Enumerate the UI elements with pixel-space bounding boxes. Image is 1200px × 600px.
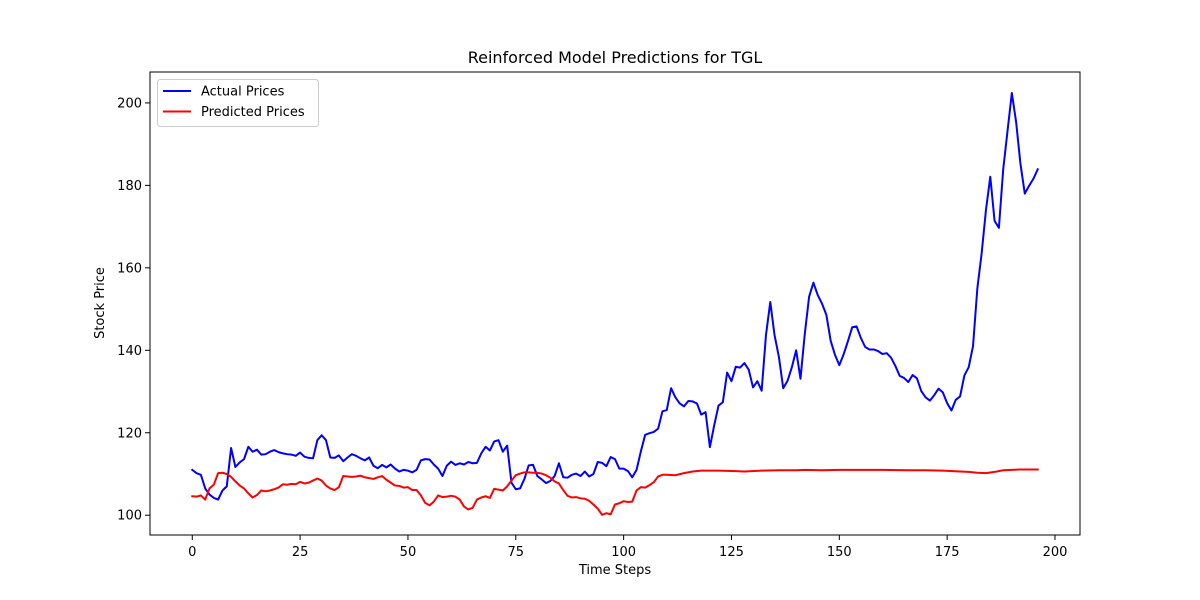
x-tick-label: 0 <box>188 545 196 560</box>
series-line-actual-prices <box>190 92 1040 501</box>
legend-label-predicted-prices: Predicted Prices <box>201 105 305 120</box>
x-tick-label: 150 <box>827 545 852 560</box>
y-tick-label: 180 <box>117 179 142 194</box>
x-tick-label: 125 <box>719 545 744 560</box>
chart-title: Reinforced Model Predictions for TGL <box>468 48 763 67</box>
y-tick-label: 160 <box>117 261 142 276</box>
series-line-predicted-prices <box>191 468 1039 516</box>
x-tick-label: 100 <box>611 545 636 560</box>
x-axis-label: Time Steps <box>578 563 652 578</box>
x-tick-label: 25 <box>292 545 309 560</box>
legend-box <box>157 79 319 127</box>
y-tick-label: 140 <box>117 344 142 359</box>
legend-label-actual-prices: Actual Prices <box>201 85 285 100</box>
y-axis-label: Stock Price <box>93 267 108 339</box>
y-tick-label: 100 <box>117 509 142 524</box>
x-tick-label: 200 <box>1043 545 1068 560</box>
x-tick-label: 50 <box>400 545 417 560</box>
y-tick-label: 200 <box>117 96 142 111</box>
plot-area: 0 25 50 75 100 125 150 175 200 100 120 140 160 180 200… <box>117 71 1081 560</box>
legend: Actual Prices Predicted Prices <box>157 79 319 127</box>
x-tick-label: 175 <box>935 545 960 560</box>
axes-frame <box>149 71 1081 536</box>
y-tick-label: 120 <box>117 426 142 441</box>
x-tick-label: 75 <box>508 545 525 560</box>
